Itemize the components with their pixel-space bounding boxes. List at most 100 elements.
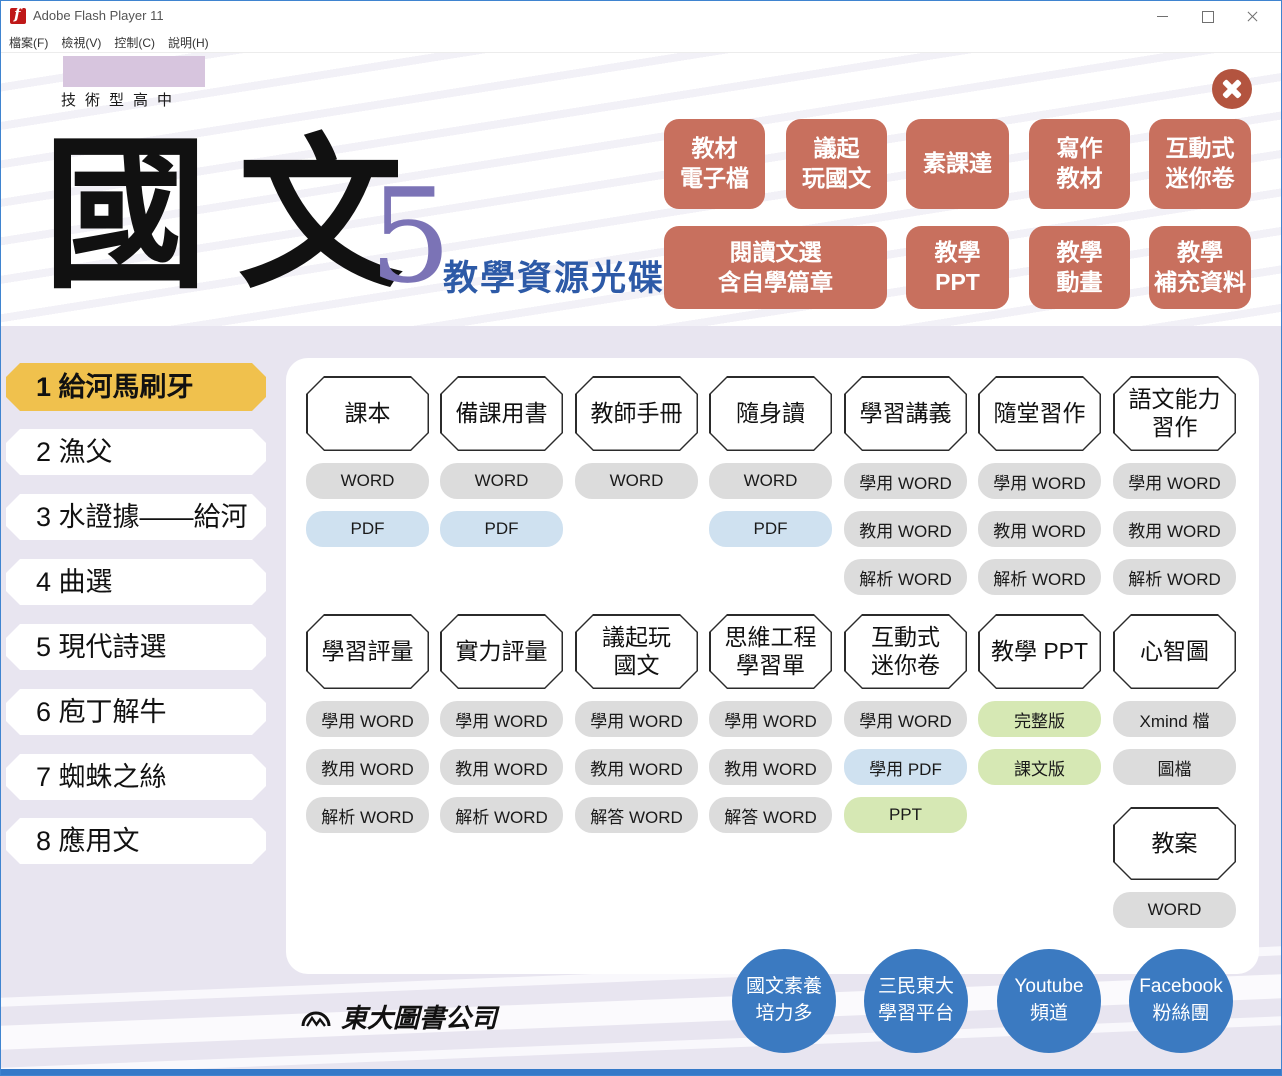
category-ability-assessment[interactable]: 實力評量 (440, 614, 563, 689)
column-study-handout: 學習講義 學用 WORD 教用 WORD 解析 WORD (844, 376, 967, 595)
menu-view[interactable]: 檢視(V) (61, 36, 102, 50)
teaching-ppt-button[interactable]: 教學 PPT (906, 226, 1009, 309)
series-badge (63, 56, 205, 87)
writing-materials-button[interactable]: 寫作 教材 (1029, 119, 1130, 209)
sukeda-button[interactable]: 素課達 (906, 119, 1009, 209)
volume-number: 5 (369, 160, 452, 312)
column-teacher-manual: 教師手冊 WORD (575, 376, 698, 499)
file-button[interactable]: 學用 WORD (440, 701, 563, 737)
column-ability-assessment: 實力評量 學用 WORD 教用 WORD 解析 WORD (440, 614, 563, 833)
column-class-workbook: 隨堂習作 學用 WORD 教用 WORD 解析 WORD (978, 376, 1101, 595)
file-button[interactable]: WORD (1113, 892, 1236, 928)
sidebar-lesson-5[interactable]: 5 現代詩選 (6, 624, 266, 670)
menu-file[interactable]: 檔案(F) (9, 36, 49, 50)
file-button[interactable]: 解答 WORD (709, 797, 832, 833)
menu-help[interactable]: 說明(H) (168, 36, 209, 50)
file-button[interactable]: 教用 WORD (709, 749, 832, 785)
category-textbook[interactable]: 課本 (306, 376, 429, 451)
file-button[interactable]: 解析 WORD (440, 797, 563, 833)
category-interactive-mini-quiz[interactable]: 互動式 迷你卷 (844, 614, 967, 689)
file-button[interactable]: PPT (844, 797, 967, 833)
sidebar-lesson-3[interactable]: 3 水證據——給河流 (6, 494, 266, 540)
category-class-workbook[interactable]: 隨堂習作 (978, 376, 1101, 451)
menu-control[interactable]: 控制(C) (114, 36, 155, 50)
file-button[interactable]: 學用 WORD (844, 463, 967, 499)
reading-selection-button[interactable]: 閱讀文選 含自學篇章 (664, 226, 887, 309)
file-button[interactable]: 解析 WORD (978, 559, 1101, 595)
file-button[interactable]: 學用 WORD (306, 701, 429, 737)
file-button[interactable]: 完整版 (978, 701, 1101, 737)
sidebar-lesson-8[interactable]: 8 應用文 (6, 818, 266, 864)
file-button[interactable]: WORD (306, 463, 429, 499)
file-button[interactable]: 學用 WORD (978, 463, 1101, 499)
file-button[interactable]: 教用 WORD (978, 511, 1101, 547)
category-mind-map[interactable]: 心智圖 (1113, 614, 1236, 689)
sidebar-lesson-1[interactable]: 1 給河馬刷牙 (6, 363, 266, 411)
file-button[interactable]: 學用 WORD (844, 701, 967, 737)
file-button[interactable]: 解析 WORD (844, 559, 967, 595)
window-close-button[interactable] (1230, 1, 1275, 31)
category-pocket-reader[interactable]: 隨身讀 (709, 376, 832, 451)
file-button[interactable]: PDF (306, 511, 429, 547)
column-teaching-guide: 備課用書 WORD PDF (440, 376, 563, 547)
file-button[interactable]: 教用 WORD (1113, 511, 1236, 547)
maximize-button[interactable] (1185, 1, 1230, 31)
window-controls (1140, 1, 1275, 31)
yiqiwan-chinese-button[interactable]: 議起 玩國文 (786, 119, 887, 209)
category-study-handout[interactable]: 學習講義 (844, 376, 967, 451)
teaching-supplement-button[interactable]: 教學 補充資料 (1149, 226, 1251, 309)
file-button[interactable]: 學用 WORD (575, 701, 698, 737)
file-button[interactable]: PDF (709, 511, 832, 547)
column-mind-map: 心智圖 Xmind 檔 圖檔 教案 WORD (1113, 614, 1236, 928)
file-button[interactable]: 解答 WORD (575, 797, 698, 833)
literacy-platform-link[interactable]: 國文素養 培力多 (732, 949, 836, 1053)
column-thinking-worksheet: 思維工程 學習單 學用 WORD 教用 WORD 解答 WORD (709, 614, 832, 833)
title-bar: Adobe Flash Player 11 (1, 1, 1281, 31)
category-teaching-ppt[interactable]: 教學 PPT (978, 614, 1101, 689)
category-lesson-plan[interactable]: 教案 (1113, 807, 1236, 880)
window-title: Adobe Flash Player 11 (33, 8, 164, 23)
minimize-button[interactable] (1140, 1, 1185, 31)
teaching-animation-button[interactable]: 教學 動畫 (1029, 226, 1130, 309)
category-yiqiwan-chinese[interactable]: 議起玩 國文 (575, 614, 698, 689)
file-button[interactable]: 圖檔 (1113, 749, 1236, 785)
category-thinking-worksheet[interactable]: 思維工程 學習單 (709, 614, 832, 689)
file-button[interactable]: 課文版 (978, 749, 1101, 785)
materials-efile-button[interactable]: 教材 電子檔 (664, 119, 765, 209)
category-teacher-manual[interactable]: 教師手冊 (575, 376, 698, 451)
sidebar-lesson-2[interactable]: 2 漁父 (6, 429, 266, 475)
file-button[interactable]: 學用 WORD (709, 701, 832, 737)
file-button[interactable]: PDF (440, 511, 563, 547)
file-button[interactable]: 解析 WORD (306, 797, 429, 833)
file-button[interactable]: 解析 WORD (1113, 559, 1236, 595)
file-button[interactable]: WORD (575, 463, 698, 499)
youtube-channel-link[interactable]: Youtube 頻道 (997, 949, 1101, 1053)
category-teaching-guide[interactable]: 備課用書 (440, 376, 563, 451)
sidebar-lesson-4[interactable]: 4 曲選 (6, 559, 266, 605)
page-title: 國文 (43, 117, 433, 311)
file-button[interactable]: 教用 WORD (306, 749, 429, 785)
file-button[interactable]: 教用 WORD (440, 749, 563, 785)
column-learning-assessment: 學習評量 學用 WORD 教用 WORD 解析 WORD (306, 614, 429, 833)
app-close-button[interactable] (1212, 69, 1252, 109)
file-button[interactable]: 學用 PDF (844, 749, 967, 785)
resource-panel: 課本 WORD PDF 備課用書 WORD PDF 教師手冊 WORD 隨身讀 … (286, 358, 1259, 974)
learning-platform-link[interactable]: 三民東大 學習平台 (864, 949, 968, 1053)
column-language-skills: 語文能力 習作 學用 WORD 教用 WORD 解析 WORD (1113, 376, 1236, 595)
window-bottom-border (1, 1069, 1281, 1075)
facebook-fanpage-link[interactable]: Facebook 粉絲團 (1129, 949, 1233, 1053)
sidebar-lesson-7[interactable]: 7 蜘蛛之絲 (6, 754, 266, 800)
file-button[interactable]: WORD (709, 463, 832, 499)
flash-player-icon (10, 5, 26, 24)
category-language-skills-workbook[interactable]: 語文能力 習作 (1113, 376, 1236, 451)
file-button[interactable]: 教用 WORD (844, 511, 967, 547)
category-learning-assessment[interactable]: 學習評量 (306, 614, 429, 689)
publisher-logo: 東大圖書公司 (299, 998, 497, 1035)
file-button[interactable]: 教用 WORD (575, 749, 698, 785)
file-button[interactable]: WORD (440, 463, 563, 499)
interactive-quiz-button[interactable]: 互動式 迷你卷 (1149, 119, 1251, 209)
file-button[interactable]: 學用 WORD (1113, 463, 1236, 499)
sidebar-lesson-6[interactable]: 6 庖丁解牛 (6, 689, 266, 735)
file-button[interactable]: Xmind 檔 (1113, 701, 1236, 737)
